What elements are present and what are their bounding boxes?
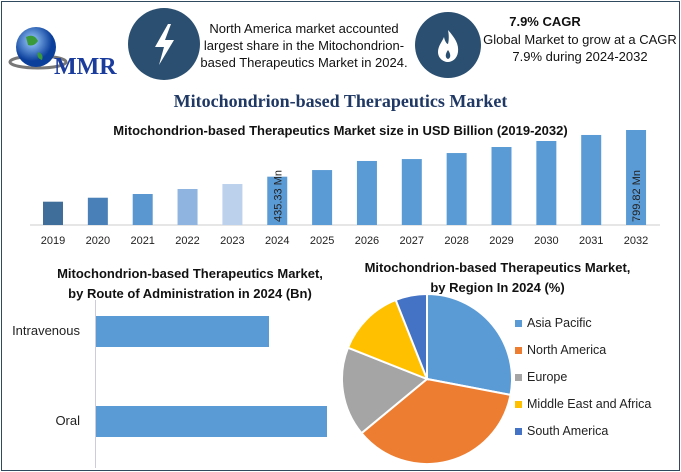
legend-label: Asia Pacific — [527, 316, 592, 330]
market-size-chart-title: Mitochondrion-based Therapeutics Market … — [113, 123, 568, 138]
legend-swatch — [515, 400, 522, 408]
bar-2024 — [267, 176, 288, 225]
globe-icon — [8, 27, 68, 70]
x-tick-label: 2023 — [220, 235, 244, 247]
x-tick-label: 2025 — [310, 235, 334, 247]
pie-slice-europe — [341, 346, 429, 435]
bar-2023 — [222, 184, 243, 225]
legend-swatch — [515, 427, 522, 435]
cagr-title: 7.9% CAGR — [509, 14, 581, 29]
bar-2019 — [43, 201, 63, 225]
bar-2030 — [536, 140, 557, 225]
route-axis-line — [95, 300, 96, 468]
route-label-intravenous: Intravenous — [12, 323, 80, 338]
pie-slice-asia-pacific — [426, 292, 513, 397]
bar-2027 — [401, 159, 422, 225]
bar-2020 — [87, 197, 108, 225]
bar-2029 — [491, 147, 512, 225]
legend-item: South America — [515, 424, 608, 438]
main-title: Mitochondrion-based Therapeutics Market — [173, 91, 508, 111]
bar-2025 — [312, 170, 333, 225]
route-bar-oral — [96, 406, 327, 437]
route-label-oral: Oral — [55, 413, 80, 428]
bar-2022 — [177, 189, 198, 225]
logo-text: MMR — [54, 54, 117, 80]
legend-swatch — [515, 319, 522, 327]
lightning-icon — [128, 8, 200, 80]
bar-2021 — [132, 194, 153, 225]
x-tick-label: 2020 — [86, 235, 110, 247]
x-tick-label: 2027 — [400, 235, 424, 247]
pie-slice-north-america — [360, 377, 512, 465]
bar-2032 — [626, 130, 647, 225]
market-size-bar-chart: 2019 2020 2021 2022 2023 2024 435.33 Mn 2025 202… — [30, 130, 660, 247]
highlight-north-america: North America market accounted largest s… — [200, 21, 408, 70]
x-tick-label: 2019 — [41, 235, 65, 247]
legend-swatch — [515, 346, 522, 354]
bar-2026 — [356, 160, 377, 225]
data-label-2024: 435.33 Mn — [272, 170, 284, 222]
legend-label: South America — [527, 424, 609, 438]
pie-slice-south-america — [394, 292, 428, 380]
bar-2028 — [446, 153, 467, 225]
bar-2031 — [581, 134, 602, 225]
x-tick-label: 2024 — [265, 235, 289, 247]
mmr-logo: MMR — [8, 22, 123, 82]
x-tick-label: 2030 — [534, 235, 558, 247]
legend-item: Asia Pacific — [515, 316, 592, 330]
region-pie-chart — [341, 292, 513, 465]
data-label-2032: 799.82 Mn — [631, 170, 643, 222]
route-chart-title: Mitochondrion-based Therapeutics Market,… — [57, 266, 323, 301]
legend-label: Europe — [527, 370, 568, 384]
cagr-text: Global Market to grow at a CAGR 7.9% dur… — [483, 32, 677, 64]
legend-item: Europe — [515, 370, 567, 384]
x-tick-label: 2031 — [579, 235, 603, 247]
x-tick-label: 2021 — [130, 235, 154, 247]
legend-label: Middle East and Africa — [527, 397, 652, 411]
route-bar-intravenous — [96, 316, 270, 347]
x-tick-label: 2029 — [489, 235, 513, 247]
pie-slice-middle-east-and-africa — [346, 298, 429, 381]
region-chart-title: Mitochondrion-based Therapeutics Market,… — [364, 260, 631, 295]
flame-icon — [415, 12, 481, 78]
legend-label: North America — [527, 343, 607, 357]
legend-item: North America — [515, 343, 606, 357]
x-tick-label: 2026 — [355, 235, 379, 247]
x-tick-label: 2022 — [175, 235, 199, 247]
x-tick-label: 2028 — [444, 235, 468, 247]
x-tick-label: 2032 — [624, 235, 648, 247]
legend-swatch — [515, 373, 522, 381]
legend-item: Middle East and Africa — [515, 397, 651, 411]
